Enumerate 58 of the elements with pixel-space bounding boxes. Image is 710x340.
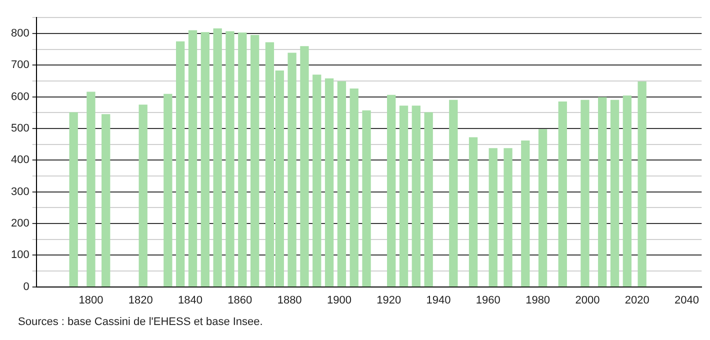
x-tick-label: 1940	[426, 294, 451, 306]
x-tick-label: 1880	[277, 294, 302, 306]
x-tick-label: 1840	[178, 294, 203, 306]
bar	[622, 95, 632, 287]
bar	[558, 102, 567, 287]
y-tick-label: 700	[10, 59, 30, 72]
x-tick-label: 2000	[575, 294, 600, 306]
y-tick-label: 300	[10, 186, 30, 198]
x-tick-label: 1800	[78, 294, 104, 306]
x-tick-label: 1920	[376, 294, 402, 306]
source-note: Sources : base Cassini de l'EHESS et base Insee.	[18, 316, 264, 328]
bar	[538, 129, 548, 287]
bar	[250, 35, 260, 287]
x-tick-label: 1960	[476, 294, 500, 306]
y-tick-label: 500	[10, 122, 30, 134]
x-tick-label: 2020	[624, 294, 650, 306]
bar	[638, 82, 646, 287]
y-tick-label: 400	[10, 154, 30, 166]
bar	[213, 28, 222, 287]
bar	[188, 30, 198, 287]
bar	[362, 110, 371, 287]
x-tick-label: 2040	[674, 294, 700, 306]
bar	[226, 31, 234, 287]
bar	[504, 148, 512, 287]
bar	[350, 88, 358, 287]
bar	[610, 100, 620, 287]
bar	[300, 46, 309, 287]
bar	[69, 112, 78, 287]
bar	[238, 32, 247, 287]
bar	[176, 41, 185, 287]
bar	[521, 140, 530, 287]
bar	[138, 104, 148, 287]
bar	[424, 112, 433, 287]
bar	[288, 52, 296, 287]
y-tick-label: 100	[10, 249, 30, 262]
bar	[412, 106, 421, 287]
bar	[387, 94, 396, 287]
bar	[200, 32, 210, 287]
y-tick-label: 0	[23, 280, 30, 293]
bar	[580, 100, 590, 287]
x-tick-label: 1820	[128, 294, 153, 306]
bar	[468, 137, 478, 287]
y-tick-label: 800	[10, 27, 30, 40]
bar	[449, 100, 458, 287]
x-tick-label: 1900	[326, 294, 352, 306]
bar	[399, 106, 408, 287]
bar	[164, 94, 172, 287]
bar	[337, 81, 346, 287]
bar	[86, 92, 96, 287]
bar	[598, 97, 607, 287]
y-tick-label: 600	[10, 90, 30, 103]
bar	[102, 114, 110, 287]
bar	[488, 148, 498, 287]
x-tick-label: 1860	[228, 294, 252, 306]
x-tick-label: 1980	[526, 294, 550, 306]
bar	[312, 74, 322, 287]
bar	[324, 78, 334, 287]
y-tick-label: 200	[10, 217, 30, 230]
